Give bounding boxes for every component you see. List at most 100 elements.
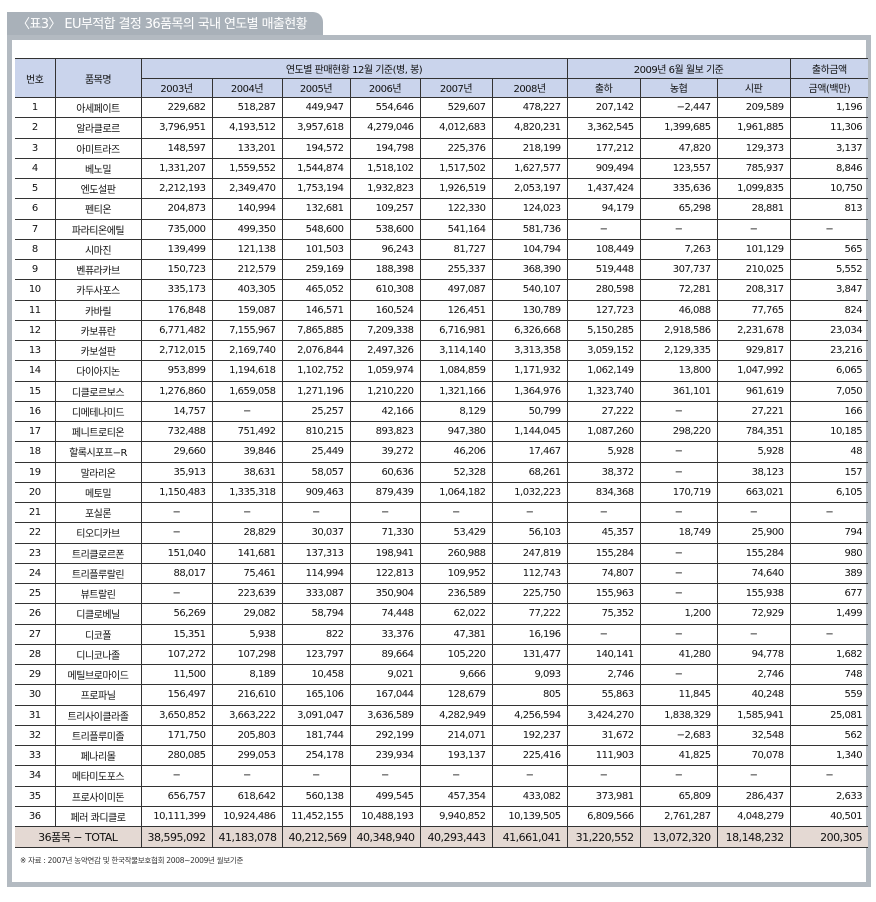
cell-value: 499,545: [349, 785, 421, 807]
table-row: 34 메타미도포스 − − − − − − − − − −: [15, 765, 869, 787]
table-row: 22 티오디카브 −28,829 30,037 71,330 53,429 56,103 45…: [15, 522, 869, 544]
cell-value: 2,231,678: [716, 319, 791, 342]
row-number: 25: [15, 582, 56, 605]
total-value: 41,661,041: [491, 826, 568, 848]
header-name: 품목명: [54, 58, 142, 98]
cell-value: −: [419, 501, 493, 524]
cell-value: 247,819: [491, 542, 568, 564]
product-name: 디니코나졸: [54, 643, 142, 666]
cell-value: −: [491, 501, 568, 524]
cell-value: 1,627,577: [491, 157, 568, 180]
cell-value: 1,559,552: [211, 157, 283, 180]
row-number: 18: [15, 441, 56, 463]
product-name: 카보퓨란: [54, 319, 142, 342]
product-name: 아세페이트: [54, 96, 142, 119]
cell-value: 38,372: [566, 461, 641, 483]
cell-value: 10,488,193: [349, 805, 421, 828]
product-name: 할록시포프−R: [54, 441, 142, 463]
cell-value: 225,376: [419, 137, 493, 159]
cell-value: 10,185: [789, 420, 869, 443]
cell-value: 204,873: [140, 198, 213, 220]
cell-value: 225,416: [491, 744, 568, 767]
cell-value: 171,750: [140, 724, 213, 747]
cell-value: 559: [789, 684, 869, 706]
cell-value: 236,589: [419, 582, 493, 605]
cell-value: 177,212: [566, 137, 641, 159]
cell-value: −: [639, 542, 718, 564]
cell-value: 518,287: [211, 96, 283, 119]
product-name: 프로사이미돈: [54, 785, 142, 807]
cell-value: 27,221: [716, 400, 791, 423]
cell-value: 1,499: [789, 603, 869, 625]
cell-value: 210,025: [716, 258, 791, 281]
cell-value: 47,381: [419, 623, 493, 645]
cell-value: 259,169: [281, 258, 351, 281]
row-number: 34: [15, 765, 56, 787]
product-name: 디메테나미드: [54, 400, 142, 423]
cell-value: 229,682: [140, 96, 213, 119]
cell-value: 207,142: [566, 96, 641, 119]
cell-value: 2,129,335: [639, 339, 718, 362]
cell-value: 254,178: [281, 744, 351, 767]
table-row: 35 프로사이미돈 656,757 618,642 560,138 499,545 457,…: [15, 785, 869, 807]
cell-value: 3,636,589: [349, 704, 421, 726]
table-row: 16 디메테나미드 14,757−25,257 42,166 8,129 50,799 27…: [15, 400, 869, 423]
table-row: 4 베노밀 1,331,207 1,559,552 1,544,874 1,518,102…: [15, 157, 869, 180]
cell-value: 133,201: [211, 137, 283, 159]
cell-value: −: [281, 501, 351, 524]
cell-value: 6,771,482: [140, 319, 213, 342]
cell-value: 449,947: [281, 96, 351, 119]
cell-value: 148,597: [140, 137, 213, 159]
cell-value: −: [140, 522, 213, 544]
cell-value: 123,797: [281, 643, 351, 666]
cell-value: 1,544,874: [281, 157, 351, 180]
cell-value: 497,087: [419, 279, 493, 301]
product-name: 베노밀: [54, 157, 142, 180]
cell-value: 751,492: [211, 420, 283, 443]
cell-value: 307,737: [639, 258, 718, 281]
header-column: 금액(백만): [789, 77, 869, 98]
product-name: 프로파닐: [54, 684, 142, 706]
cell-value: 28,881: [716, 198, 791, 220]
table-frame: 번호 품목명 연도별 판매현황 12월 기준(병, 봉) 2009년 6월 월보…: [7, 35, 871, 887]
total-value: 13,072,320: [639, 826, 718, 848]
cell-value: 40,501: [789, 805, 869, 828]
cell-value: 1,271,196: [281, 380, 351, 402]
cell-value: 4,193,512: [211, 117, 283, 139]
cell-value: 9,021: [349, 663, 421, 686]
cell-value: 223,639: [211, 582, 283, 605]
cell-value: 663,021: [716, 481, 791, 504]
cell-value: −: [140, 765, 213, 787]
cell-value: 17,467: [491, 441, 568, 463]
cell-value: 176,848: [140, 299, 213, 321]
cell-value: 132,681: [281, 198, 351, 220]
row-number: 8: [15, 238, 56, 261]
row-number: 26: [15, 603, 56, 625]
cell-value: 214,071: [419, 724, 493, 747]
cell-value: 8,189: [211, 663, 283, 686]
total-value: 40,293,443: [419, 826, 493, 848]
cell-value: 8,846: [789, 157, 869, 180]
header-column: 출하: [566, 77, 641, 98]
cell-value: 909,463: [281, 481, 351, 504]
cell-value: −: [140, 582, 213, 605]
cell-value: 10,924,486: [211, 805, 283, 828]
cell-value: 656,757: [140, 785, 213, 807]
table-row: 32 트리플루미졸 171,750 205,803 181,744 292,199 214,…: [15, 724, 869, 747]
cell-value: 4,279,046: [349, 117, 421, 139]
product-name: 벤퓨라카브: [54, 258, 142, 281]
cell-value: 205,803: [211, 724, 283, 747]
cell-value: 194,798: [349, 137, 421, 159]
cell-value: 732,488: [140, 420, 213, 443]
cell-value: 280,598: [566, 279, 641, 301]
cell-value: 181,744: [281, 724, 351, 747]
cell-value: 529,607: [419, 96, 493, 119]
cell-value: 5,928: [566, 441, 641, 463]
table-row: 2 알라클로르 3,796,951 4,193,512 3,957,618 4,279,0…: [15, 117, 869, 139]
total-row: 36품목 − TOTAL 38,595,092 41,183,078 40,212,5…: [15, 826, 869, 848]
cell-value: −: [566, 218, 641, 240]
table-row: 9 벤퓨라카브 150,723 212,579 259,169 188,398 255,33…: [15, 258, 869, 281]
cell-value: 1,032,223: [491, 481, 568, 504]
table-row: 31 트리사이클라졸 3,650,852 3,663,222 3,091,047 3,63…: [15, 704, 869, 726]
product-name: 다이아지논: [54, 360, 142, 382]
